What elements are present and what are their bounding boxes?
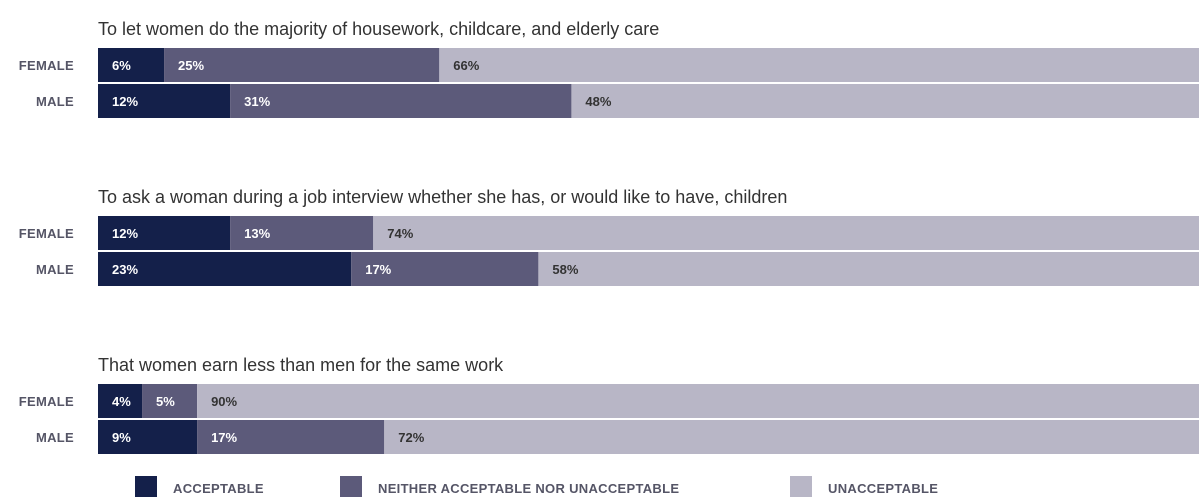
legend-swatch — [790, 476, 812, 497]
legend-swatch — [135, 476, 157, 497]
legend-label: ACCEPTABLE — [173, 481, 264, 496]
question-title: To let women do the majority of housewor… — [98, 19, 659, 39]
bar-segment-acceptable — [98, 252, 352, 286]
legend-swatch — [340, 476, 362, 497]
row-label-male: MALE — [36, 94, 74, 109]
bar-value-label: 17% — [365, 262, 391, 277]
row-label-female: FEMALE — [19, 394, 74, 409]
bar-value-label: 4% — [112, 394, 131, 409]
legend-label: UNACCEPTABLE — [828, 481, 938, 496]
bar-value-label: 13% — [244, 226, 270, 241]
bar-value-label: 66% — [453, 58, 479, 73]
question-group: To ask a woman during a job interview wh… — [19, 187, 1199, 286]
legend-label: NEITHER ACCEPTABLE NOR UNACCEPTABLE — [378, 481, 679, 496]
bar-segment-unacceptable — [571, 84, 1199, 118]
bar-segment-unacceptable — [197, 384, 1199, 418]
bar-segment-acceptable — [98, 420, 198, 454]
bar-segment-unacceptable — [538, 252, 1199, 286]
bar-value-label: 72% — [398, 430, 424, 445]
bar-segment-acceptable — [98, 384, 143, 418]
bar-value-label: 5% — [156, 394, 175, 409]
bar-value-label: 12% — [112, 94, 138, 109]
bar-value-label: 9% — [112, 430, 131, 445]
question-group: That women earn less than men for the sa… — [19, 355, 1199, 454]
bar-segment-neither-acceptable-nor-unacceptable — [230, 84, 572, 118]
bar-segment-unacceptable — [384, 420, 1199, 454]
bar-segment-neither-acceptable-nor-unacceptable — [142, 384, 198, 418]
legend-item-acceptable: ACCEPTABLE — [135, 476, 264, 497]
bar-value-label: 58% — [552, 262, 578, 277]
chart-legend: ACCEPTABLE NEITHER ACCEPTABLE NOR UNACCEP… — [135, 476, 938, 497]
bar-segment-acceptable — [98, 84, 231, 118]
bar-value-label: 6% — [112, 58, 131, 73]
row-label-male: MALE — [36, 262, 74, 277]
bar-value-label: 74% — [387, 226, 413, 241]
bar-value-label: 12% — [112, 226, 138, 241]
bar-value-label: 90% — [211, 394, 237, 409]
bar-segment-unacceptable — [373, 216, 1199, 250]
bar-value-label: 17% — [211, 430, 237, 445]
row-label-female: FEMALE — [19, 226, 74, 241]
question-title: That women earn less than men for the sa… — [98, 355, 504, 375]
bar-segment-acceptable — [98, 216, 231, 250]
bar-segment-neither-acceptable-nor-unacceptable — [197, 420, 385, 454]
row-label-male: MALE — [36, 430, 74, 445]
chart-groups: To let women do the majority of housewor… — [19, 19, 1199, 454]
question-title: To ask a woman during a job interview wh… — [98, 187, 787, 207]
row-label-female: FEMALE — [19, 58, 74, 73]
bar-segment-acceptable — [98, 48, 165, 82]
question-group: To let women do the majority of housewor… — [19, 19, 1199, 118]
bar-value-label: 25% — [178, 58, 204, 73]
bar-value-label: 31% — [244, 94, 270, 109]
bar-segment-neither-acceptable-nor-unacceptable — [351, 252, 539, 286]
bar-value-label: 23% — [112, 262, 138, 277]
legend-item-unacceptable: UNACCEPTABLE — [790, 476, 938, 497]
legend-item-neither-acceptable-nor-unacceptable: NEITHER ACCEPTABLE NOR UNACCEPTABLE — [340, 476, 679, 497]
bar-segment-neither-acceptable-nor-unacceptable — [230, 216, 374, 250]
bar-segment-neither-acceptable-nor-unacceptable — [164, 48, 440, 82]
bar-segment-unacceptable — [439, 48, 1199, 82]
bar-value-label: 48% — [585, 94, 611, 109]
